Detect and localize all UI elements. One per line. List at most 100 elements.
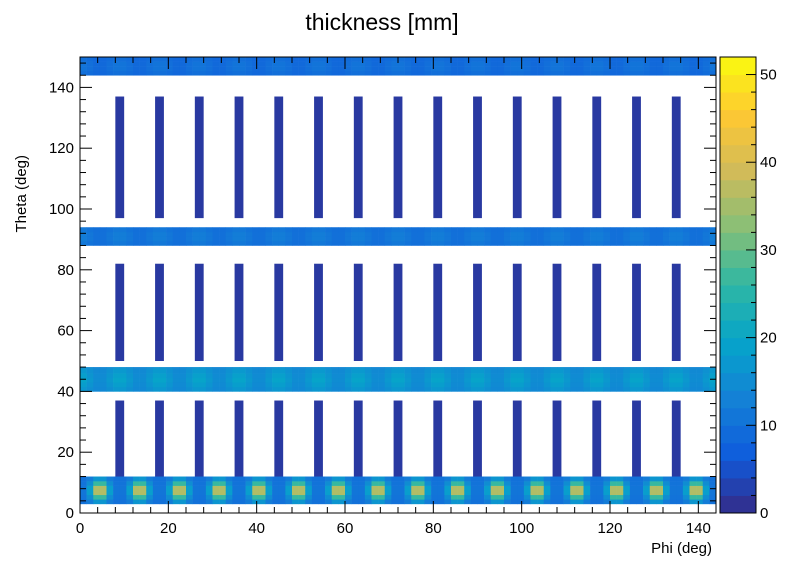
heatmap-band-cell bbox=[656, 231, 664, 237]
heatmap-band-cell bbox=[199, 57, 207, 62]
heatmap-band-cell bbox=[437, 499, 445, 505]
heatmap-band-cell bbox=[219, 240, 227, 246]
heatmap-band-cell bbox=[411, 227, 419, 233]
heatmap-band-cell bbox=[159, 367, 167, 369]
heatmap-band-cell bbox=[219, 386, 227, 392]
heatmap-band-cell bbox=[225, 485, 233, 491]
heatmap-band-cell bbox=[358, 66, 366, 71]
heatmap-band-cell bbox=[682, 368, 690, 374]
heatmap-band-cell bbox=[272, 499, 280, 505]
heatmap-band-cell bbox=[444, 476, 452, 482]
heatmap-band-cell bbox=[424, 231, 432, 237]
heatmap-band-cell bbox=[152, 377, 160, 383]
heatmap-band-cell bbox=[106, 494, 114, 500]
heatmap-band-cell bbox=[457, 66, 465, 71]
heatmap-band-cell bbox=[205, 377, 213, 383]
y-tick-label: 140 bbox=[49, 79, 74, 96]
heatmap-band-cell bbox=[292, 231, 299, 237]
heatmap-band-cell bbox=[424, 382, 432, 388]
heatmap-band-cell bbox=[709, 373, 717, 379]
heatmap-band-cell bbox=[537, 240, 545, 246]
heatmap-band-cell bbox=[311, 70, 319, 76]
heatmap-band-cell bbox=[265, 377, 273, 383]
heatmap-band-cell bbox=[444, 377, 452, 383]
heatmap-band-cell bbox=[99, 485, 107, 491]
heatmap-band-cell bbox=[152, 231, 160, 237]
heatmap-band-cell bbox=[643, 236, 651, 242]
heatmap-band-cell bbox=[537, 377, 545, 383]
heatmap-band-cell bbox=[106, 476, 114, 482]
heatmap-band-cell bbox=[663, 61, 670, 67]
heatmap-band-cell bbox=[643, 57, 651, 62]
heatmap-band-cell bbox=[239, 476, 246, 482]
heatmap-band-cell bbox=[80, 386, 87, 392]
heatmap-band-cell bbox=[239, 494, 246, 500]
heatmap-band-cell bbox=[119, 367, 127, 369]
heatmap-band-cell bbox=[318, 481, 326, 486]
heatmap-band-cell bbox=[86, 382, 94, 388]
heatmap-band-cell bbox=[345, 377, 352, 383]
heatmap-band-cell bbox=[656, 57, 664, 62]
y-tick-label: 0 bbox=[66, 505, 74, 522]
heatmap-band-cell bbox=[484, 61, 492, 67]
heatmap-band-cell bbox=[252, 70, 260, 76]
heatmap-band-cell bbox=[557, 66, 564, 71]
heatmap-band-cell bbox=[610, 499, 617, 505]
heatmap-band-cell bbox=[351, 368, 359, 374]
heatmap-band-cell bbox=[411, 373, 419, 379]
heatmap-band-cell bbox=[530, 236, 538, 242]
heatmap-band-cell bbox=[537, 227, 545, 233]
heatmap-band-cell bbox=[358, 373, 366, 379]
heatmap-band-cell bbox=[590, 476, 598, 482]
heatmap-band-cell bbox=[709, 236, 717, 242]
heatmap-band-cell bbox=[99, 377, 107, 383]
heatmap-band-cell bbox=[225, 481, 233, 486]
heatmap-band-cell bbox=[119, 499, 127, 505]
heatmap-band-cell bbox=[643, 494, 651, 500]
heatmap-band-cell bbox=[126, 367, 134, 369]
heatmap-band-cell bbox=[603, 481, 611, 486]
heatmap-band-cell bbox=[682, 240, 690, 246]
heatmap-band-cell bbox=[364, 382, 372, 388]
heatmap-band-cell bbox=[543, 367, 551, 369]
heatmap-band-cell bbox=[603, 490, 611, 496]
heatmap-band-cell bbox=[543, 368, 551, 374]
heatmap-band-cell bbox=[232, 490, 240, 496]
heatmap-band-cell bbox=[106, 382, 114, 388]
heatmap-band-cell bbox=[550, 367, 558, 369]
heatmap-band-cell bbox=[603, 386, 611, 392]
heatmap-band-cell bbox=[398, 490, 405, 496]
heatmap-band-cell bbox=[345, 236, 352, 242]
heatmap-band-cell bbox=[305, 66, 313, 71]
heatmap-band-cell bbox=[596, 57, 604, 62]
heatmap-band-cell bbox=[563, 367, 571, 369]
heatmap-band-cell bbox=[192, 382, 200, 388]
heatmap-band-cell bbox=[80, 377, 87, 383]
heatmap-band-cell bbox=[603, 236, 611, 242]
heatmap-band-cell bbox=[378, 227, 386, 233]
heatmap-band-cell bbox=[99, 386, 107, 392]
heatmap-band-cell bbox=[629, 373, 637, 379]
heatmap-band-cell bbox=[338, 227, 346, 233]
heatmap-band-cell bbox=[610, 377, 617, 383]
heatmap-band-cell bbox=[517, 231, 525, 237]
heatmap-band-cell bbox=[113, 236, 121, 242]
heatmap-band-cell bbox=[232, 236, 240, 242]
heatmap-band-cell bbox=[590, 66, 598, 71]
heatmap-band-cell bbox=[384, 367, 392, 369]
heatmap-band-cell bbox=[636, 485, 644, 491]
heatmap-band-cell bbox=[444, 227, 452, 233]
heatmap-band-cell bbox=[431, 373, 439, 379]
heatmap-band-cell bbox=[523, 476, 531, 482]
heatmap-band-cell bbox=[464, 240, 472, 246]
heatmap-band-cell bbox=[702, 240, 710, 246]
heatmap-band-cell bbox=[398, 386, 405, 392]
heatmap-band-cell bbox=[305, 386, 313, 392]
heatmap-band-cell bbox=[669, 66, 677, 71]
heatmap-band-cell bbox=[676, 499, 684, 505]
heatmap-band-cell bbox=[371, 240, 379, 246]
heatmap-band-cell bbox=[543, 70, 551, 76]
heatmap-band-cell bbox=[656, 377, 664, 383]
heatmap-band-cell bbox=[470, 499, 478, 505]
